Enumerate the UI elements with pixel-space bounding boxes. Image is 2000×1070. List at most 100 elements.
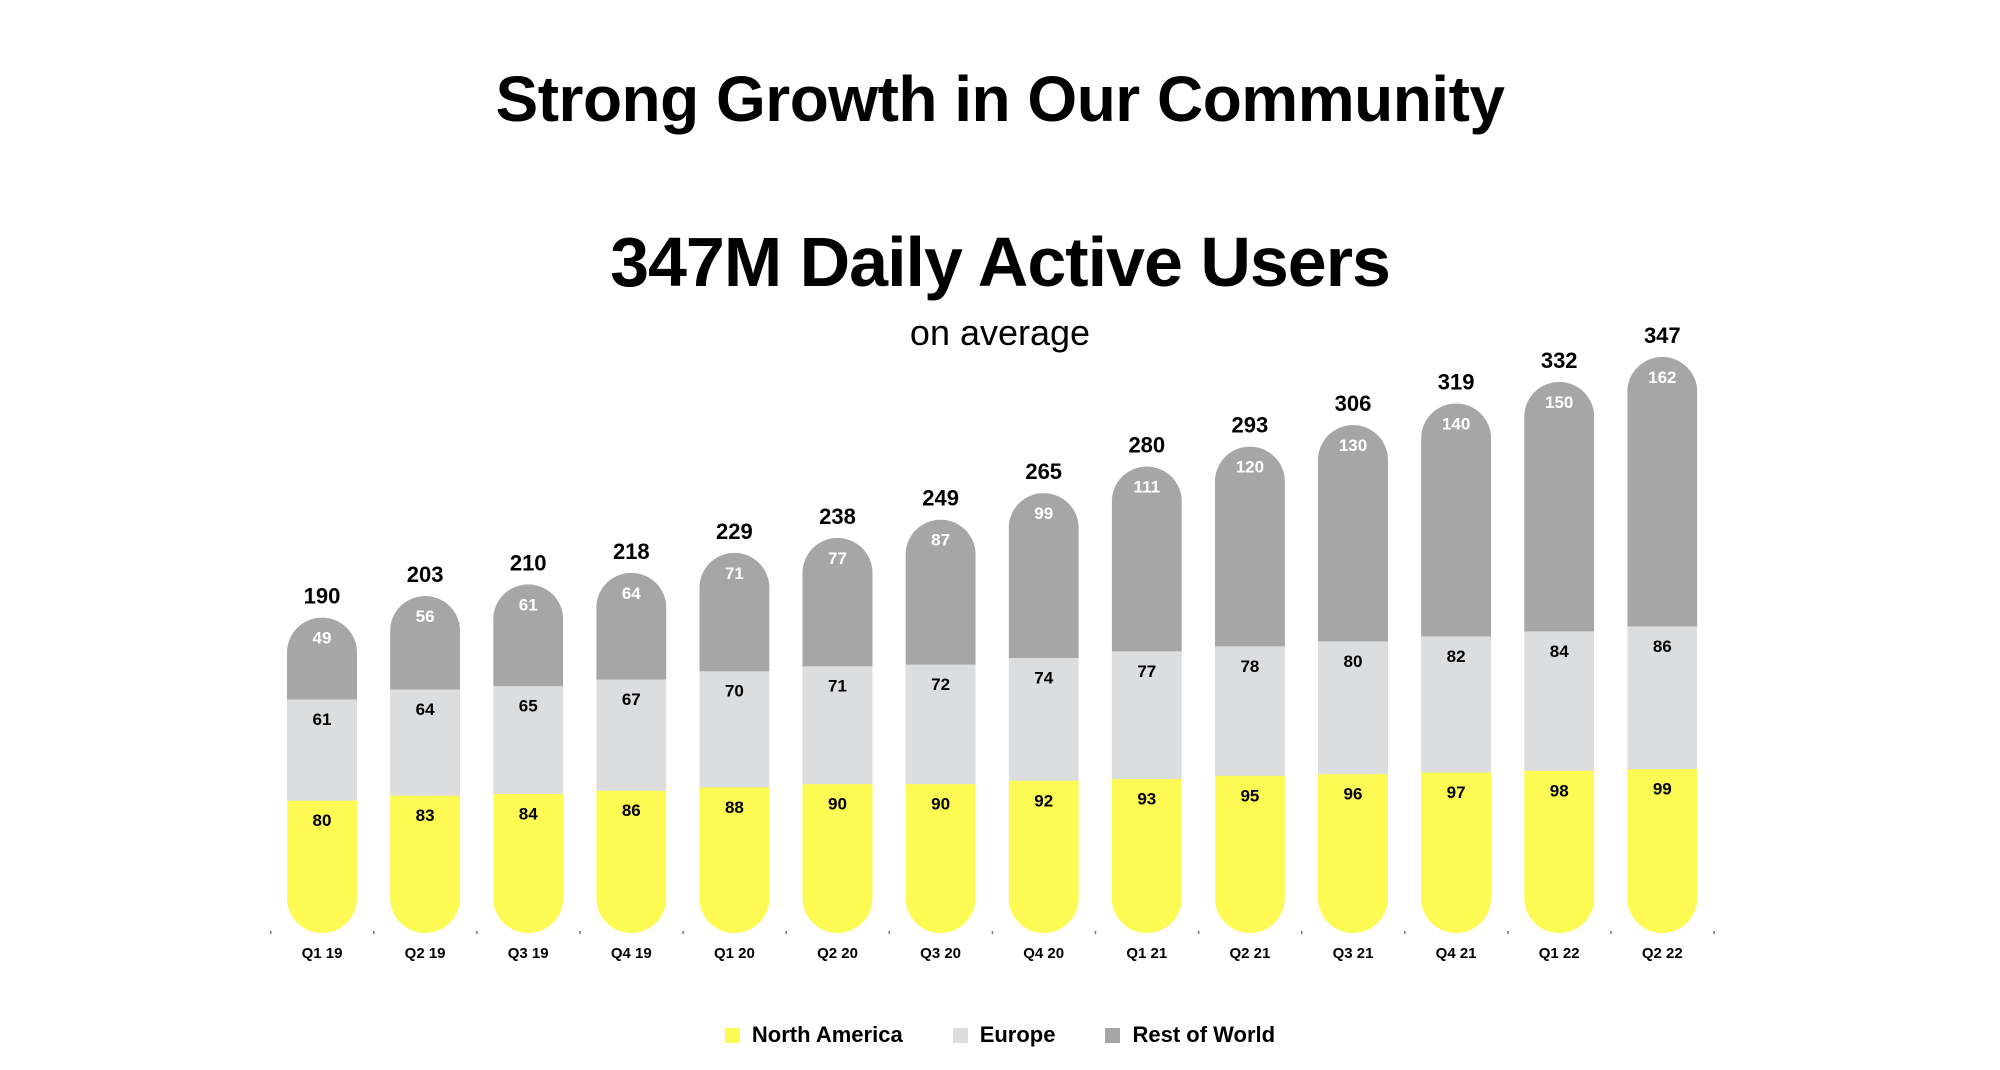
x-axis-label: Q1 22 bbox=[1539, 945, 1580, 962]
legend-label-rest-of-world: Rest of World bbox=[1132, 1022, 1276, 1047]
legend-label-north-america: North America bbox=[751, 1022, 903, 1047]
total-value-label: 249 bbox=[922, 486, 959, 511]
segment-value-label-europe: 65 bbox=[519, 697, 538, 716]
segment-value-label-north-america: 84 bbox=[519, 805, 538, 824]
bar-segment-north-america bbox=[905, 783, 976, 934]
total-value-label: 218 bbox=[613, 539, 650, 564]
segment-value-label-rest-of-world: 130 bbox=[1339, 436, 1367, 455]
x-axis-tick bbox=[1300, 931, 1303, 934]
segment-value-label-rest-of-world: 111 bbox=[1134, 478, 1161, 497]
bar-segment-rest-of-world bbox=[1318, 425, 1388, 642]
bar-segment-rest-of-world bbox=[1111, 466, 1182, 652]
total-value-label: 332 bbox=[1541, 348, 1578, 373]
bar-segment-north-america bbox=[287, 800, 357, 933]
total-value-label: 229 bbox=[716, 519, 753, 544]
segment-value-label-north-america: 90 bbox=[931, 795, 950, 814]
bar-segment-europe bbox=[802, 665, 873, 785]
x-axis-tick bbox=[1197, 931, 1200, 934]
bar-segment-north-america bbox=[1318, 773, 1388, 933]
bar-group bbox=[699, 552, 770, 933]
bar-segment-rest-of-world bbox=[390, 596, 461, 690]
x-axis-label: Q3 19 bbox=[508, 945, 549, 962]
segment-value-label-north-america: 98 bbox=[1550, 781, 1569, 800]
bar-segment-europe bbox=[1421, 635, 1492, 773]
bar-segment-europe bbox=[1214, 645, 1285, 776]
legend-item-rest-of-world: Rest of World bbox=[1105, 1022, 1275, 1048]
bar-segment-north-america bbox=[596, 790, 667, 933]
segment-value-label-rest-of-world: 162 bbox=[1648, 368, 1676, 387]
segment-value-label-europe: 72 bbox=[931, 675, 950, 694]
bar-segment-north-america bbox=[493, 793, 564, 933]
bar-group bbox=[1318, 425, 1388, 933]
segment-value-label-europe: 86 bbox=[1653, 637, 1672, 656]
segment-value-label-europe: 82 bbox=[1447, 647, 1466, 666]
bar-segment-rest-of-world bbox=[1524, 381, 1595, 632]
x-axis-tick bbox=[269, 931, 272, 934]
bar-group bbox=[287, 617, 357, 933]
bar-group bbox=[1421, 403, 1492, 933]
segment-value-label-europe: 74 bbox=[1034, 668, 1053, 687]
segment-value-label-europe: 61 bbox=[313, 710, 332, 729]
chart-legend: North America Europe Rest of World bbox=[0, 1022, 2000, 1048]
slide-title: Strong Growth in Our Community bbox=[495, 63, 1505, 135]
segment-value-label-europe: 77 bbox=[1137, 662, 1156, 681]
total-value-label: 293 bbox=[1232, 413, 1269, 438]
x-axis-label: Q4 21 bbox=[1436, 945, 1477, 962]
bar-segment-rest-of-world bbox=[802, 537, 873, 667]
total-value-label: 280 bbox=[1128, 433, 1165, 458]
segment-value-label-europe: 84 bbox=[1550, 642, 1569, 661]
x-axis-label: Q3 21 bbox=[1333, 945, 1374, 962]
total-value-label: 319 bbox=[1438, 369, 1475, 394]
segment-value-label-north-america: 86 bbox=[622, 801, 641, 820]
x-axis-label: Q1 21 bbox=[1126, 945, 1167, 962]
segment-value-label-rest-of-world: 140 bbox=[1442, 414, 1470, 433]
legend-swatch-north-america bbox=[724, 1027, 740, 1043]
bar-segment-europe bbox=[1524, 630, 1595, 771]
bar-segment-north-america bbox=[390, 795, 461, 933]
x-axis-label: Q3 20 bbox=[920, 945, 961, 962]
x-axis-label: Q2 21 bbox=[1229, 945, 1270, 962]
bar-segment-europe bbox=[1627, 625, 1698, 770]
x-axis-label: Q2 20 bbox=[817, 945, 858, 962]
total-value-label: 190 bbox=[304, 584, 341, 609]
segment-value-label-europe: 67 bbox=[622, 690, 641, 709]
x-axis-tick bbox=[1610, 931, 1612, 934]
segment-value-label-north-america: 96 bbox=[1344, 785, 1363, 804]
bar-segment-europe bbox=[390, 688, 461, 796]
x-axis-tick bbox=[888, 931, 891, 934]
segment-value-label-north-america: 97 bbox=[1447, 783, 1466, 802]
total-value-label: 265 bbox=[1025, 459, 1062, 484]
bar-segment-europe bbox=[1318, 640, 1388, 775]
x-axis-label: Q2 22 bbox=[1642, 945, 1683, 962]
segment-value-label-north-america: 93 bbox=[1137, 790, 1156, 809]
bar-segment-rest-of-world bbox=[699, 552, 770, 672]
x-axis-label: Q1 20 bbox=[714, 945, 755, 962]
x-axis-label: Q2 19 bbox=[405, 945, 446, 962]
bar-segment-europe bbox=[1008, 657, 1079, 781]
legend-swatch-europe bbox=[952, 1027, 968, 1043]
x-axis-tick bbox=[476, 931, 478, 934]
legend-item-europe: Europe bbox=[952, 1022, 1056, 1048]
bar-group bbox=[1524, 381, 1595, 934]
bar-segment-north-america bbox=[1214, 775, 1285, 933]
bar-segment-north-america bbox=[1524, 770, 1595, 934]
bar-segment-europe bbox=[905, 664, 976, 785]
segment-value-label-north-america: 88 bbox=[725, 798, 744, 817]
bar-segment-europe bbox=[287, 698, 357, 801]
total-value-label: 306 bbox=[1335, 391, 1372, 416]
total-value-label: 210 bbox=[510, 550, 547, 575]
x-axis-tick bbox=[373, 931, 375, 934]
legend-label-europe: Europe bbox=[979, 1022, 1056, 1047]
segment-value-label-rest-of-world: 99 bbox=[1034, 504, 1053, 523]
x-axis-label: Q4 19 bbox=[611, 945, 652, 962]
segment-value-label-north-america: 83 bbox=[416, 806, 435, 825]
x-axis-tick bbox=[579, 931, 581, 934]
bar-group bbox=[493, 584, 564, 933]
bar-segment-north-america bbox=[1421, 771, 1492, 933]
segment-value-label-rest-of-world: 64 bbox=[622, 584, 641, 603]
total-value-label: 347 bbox=[1644, 323, 1681, 348]
x-axis-tick bbox=[991, 931, 994, 934]
bar-group bbox=[802, 537, 873, 933]
x-axis-tick bbox=[1404, 931, 1406, 934]
bar-segment-europe bbox=[596, 679, 667, 791]
